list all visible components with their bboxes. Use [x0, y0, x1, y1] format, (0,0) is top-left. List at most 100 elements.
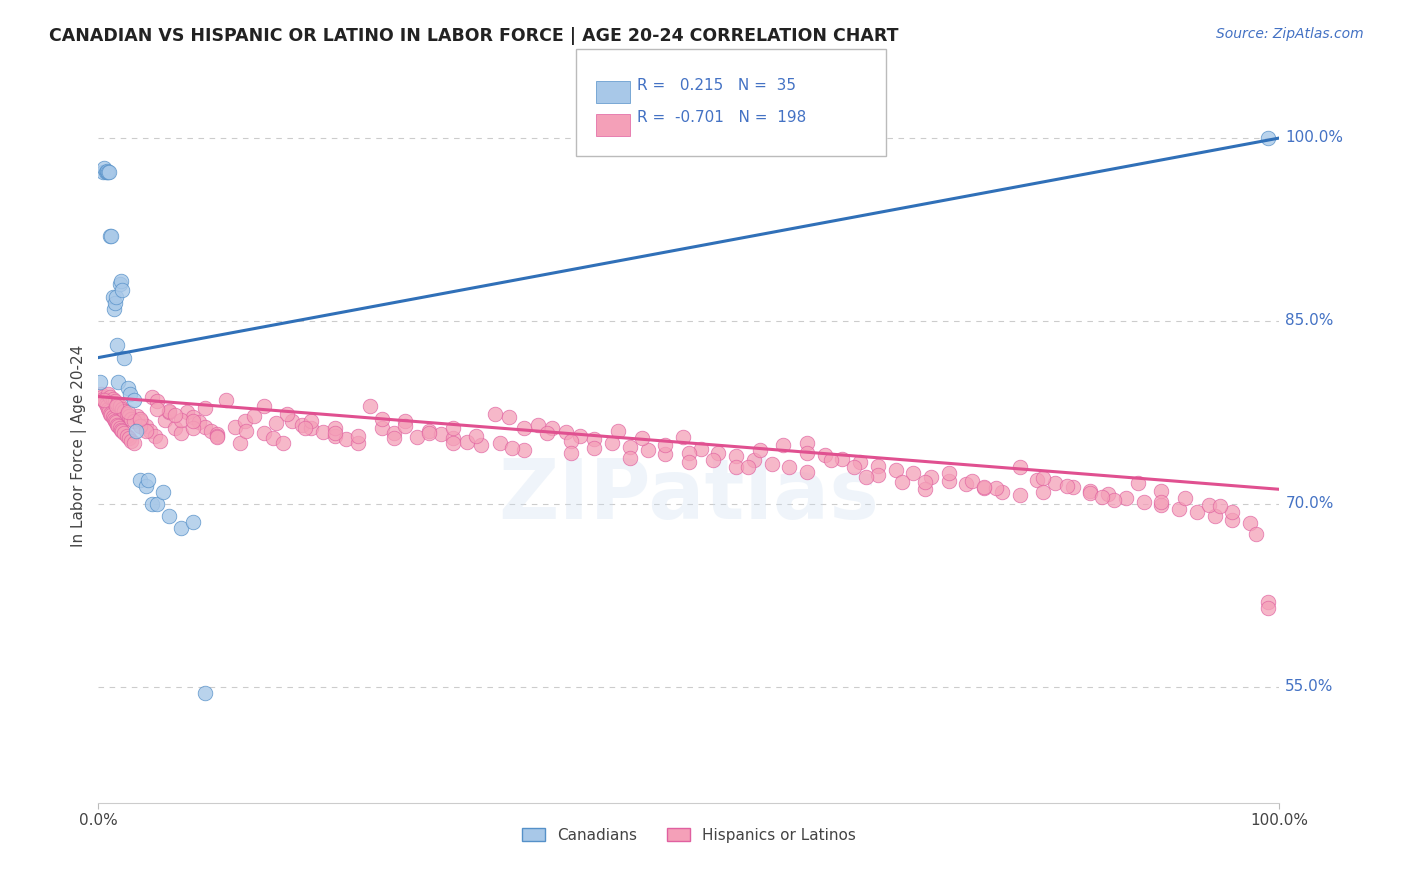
Hispanics or Latinos: [98, 404, 121, 418]
Hispanics or Latinos: [1032, 471, 1054, 485]
Canadians: [181, 515, 204, 529]
Hispanics or Latinos: [489, 436, 512, 450]
Hispanics or Latinos: [761, 457, 783, 471]
Hispanics or Latinos: [233, 414, 256, 428]
Hispanics or Latinos: [456, 434, 478, 449]
Hispanics or Latinos: [100, 408, 122, 422]
Hispanics or Latinos: [165, 421, 187, 435]
Hispanics or Latinos: [98, 407, 121, 421]
Hispanics or Latinos: [117, 405, 139, 419]
Hispanics or Latinos: [903, 467, 925, 481]
Hispanics or Latinos: [866, 467, 889, 482]
Canadians: [1257, 131, 1279, 145]
Canadians: [96, 165, 118, 179]
Hispanics or Latinos: [229, 436, 252, 450]
Hispanics or Latinos: [1168, 501, 1191, 516]
Canadians: [152, 484, 174, 499]
Hispanics or Latinos: [141, 390, 163, 404]
Hispanics or Latinos: [111, 401, 134, 416]
Hispanics or Latinos: [418, 426, 440, 441]
Canadians: [103, 301, 125, 316]
Canadians: [120, 387, 142, 401]
Hispanics or Latinos: [112, 404, 135, 418]
Hispanics or Latinos: [165, 408, 187, 422]
Hispanics or Latinos: [600, 436, 623, 450]
Hispanics or Latinos: [276, 407, 298, 421]
Hispanics or Latinos: [97, 387, 120, 401]
Canadians: [89, 375, 111, 389]
Hispanics or Latinos: [1132, 494, 1154, 508]
Y-axis label: In Labor Force | Age 20-24: In Labor Force | Age 20-24: [72, 345, 87, 547]
Hispanics or Latinos: [93, 394, 115, 409]
Hispanics or Latinos: [176, 405, 198, 419]
Hispanics or Latinos: [796, 436, 818, 450]
Hispanics or Latinos: [1102, 493, 1125, 508]
Hispanics or Latinos: [187, 415, 209, 429]
Canadians: [157, 509, 180, 524]
Hispanics or Latinos: [1185, 506, 1208, 520]
Hispanics or Latinos: [101, 410, 124, 425]
Hispanics or Latinos: [866, 459, 889, 474]
Hispanics or Latinos: [583, 432, 606, 446]
Hispanics or Latinos: [619, 450, 641, 465]
Hispanics or Latinos: [294, 421, 316, 435]
Hispanics or Latinos: [105, 397, 128, 411]
Hispanics or Latinos: [135, 418, 157, 433]
Hispanics or Latinos: [129, 414, 152, 428]
Hispanics or Latinos: [157, 405, 180, 419]
Hispanics or Latinos: [984, 481, 1007, 495]
Hispanics or Latinos: [1080, 483, 1102, 498]
Hispanics or Latinos: [104, 414, 127, 428]
Hispanics or Latinos: [820, 453, 842, 467]
Hispanics or Latinos: [831, 451, 853, 466]
Hispanics or Latinos: [115, 407, 138, 421]
Canadians: [141, 497, 163, 511]
Hispanics or Latinos: [501, 441, 523, 455]
Hispanics or Latinos: [347, 428, 370, 442]
Hispanics or Latinos: [91, 392, 114, 406]
Hispanics or Latinos: [725, 450, 748, 464]
Hispanics or Latinos: [498, 410, 520, 425]
Hispanics or Latinos: [1257, 600, 1279, 615]
Hispanics or Latinos: [742, 453, 765, 467]
Hispanics or Latinos: [98, 390, 121, 404]
Canadians: [136, 473, 159, 487]
Canadians: [108, 277, 131, 292]
Hispanics or Latinos: [153, 413, 176, 427]
Hispanics or Latinos: [1126, 476, 1149, 491]
Text: R =   0.215   N =  35: R = 0.215 N = 35: [637, 78, 796, 93]
Hispanics or Latinos: [181, 410, 204, 425]
Hispanics or Latinos: [484, 407, 506, 421]
Canadians: [94, 165, 117, 179]
Hispanics or Latinos: [654, 447, 676, 461]
Hispanics or Latinos: [1097, 487, 1119, 501]
Hispanics or Latinos: [844, 460, 866, 475]
Hispanics or Latinos: [347, 436, 370, 450]
Hispanics or Latinos: [1008, 488, 1031, 502]
Canadians: [101, 289, 124, 303]
Canadians: [98, 228, 121, 243]
Hispanics or Latinos: [1091, 490, 1114, 504]
Hispanics or Latinos: [205, 428, 228, 442]
Hispanics or Latinos: [1209, 500, 1232, 514]
Hispanics or Latinos: [962, 474, 984, 488]
Hispanics or Latinos: [1115, 491, 1137, 505]
Hispanics or Latinos: [855, 470, 877, 484]
Hispanics or Latinos: [139, 424, 162, 438]
Hispanics or Latinos: [97, 401, 120, 416]
Hispanics or Latinos: [181, 421, 204, 435]
Hispanics or Latinos: [205, 427, 228, 442]
Hispanics or Latinos: [359, 400, 381, 414]
Hispanics or Latinos: [194, 401, 217, 415]
Hispanics or Latinos: [555, 425, 578, 439]
Hispanics or Latinos: [290, 417, 312, 432]
Canadians: [110, 274, 132, 288]
Hispanics or Latinos: [1220, 513, 1243, 527]
Hispanics or Latinos: [418, 424, 440, 438]
Hispanics or Latinos: [128, 411, 150, 425]
Legend: Canadians, Hispanics or Latinos: Canadians, Hispanics or Latinos: [516, 822, 862, 848]
Hispanics or Latinos: [973, 480, 995, 494]
Hispanics or Latinos: [1008, 460, 1031, 475]
Hispanics or Latinos: [991, 484, 1014, 499]
Hispanics or Latinos: [1239, 516, 1261, 531]
